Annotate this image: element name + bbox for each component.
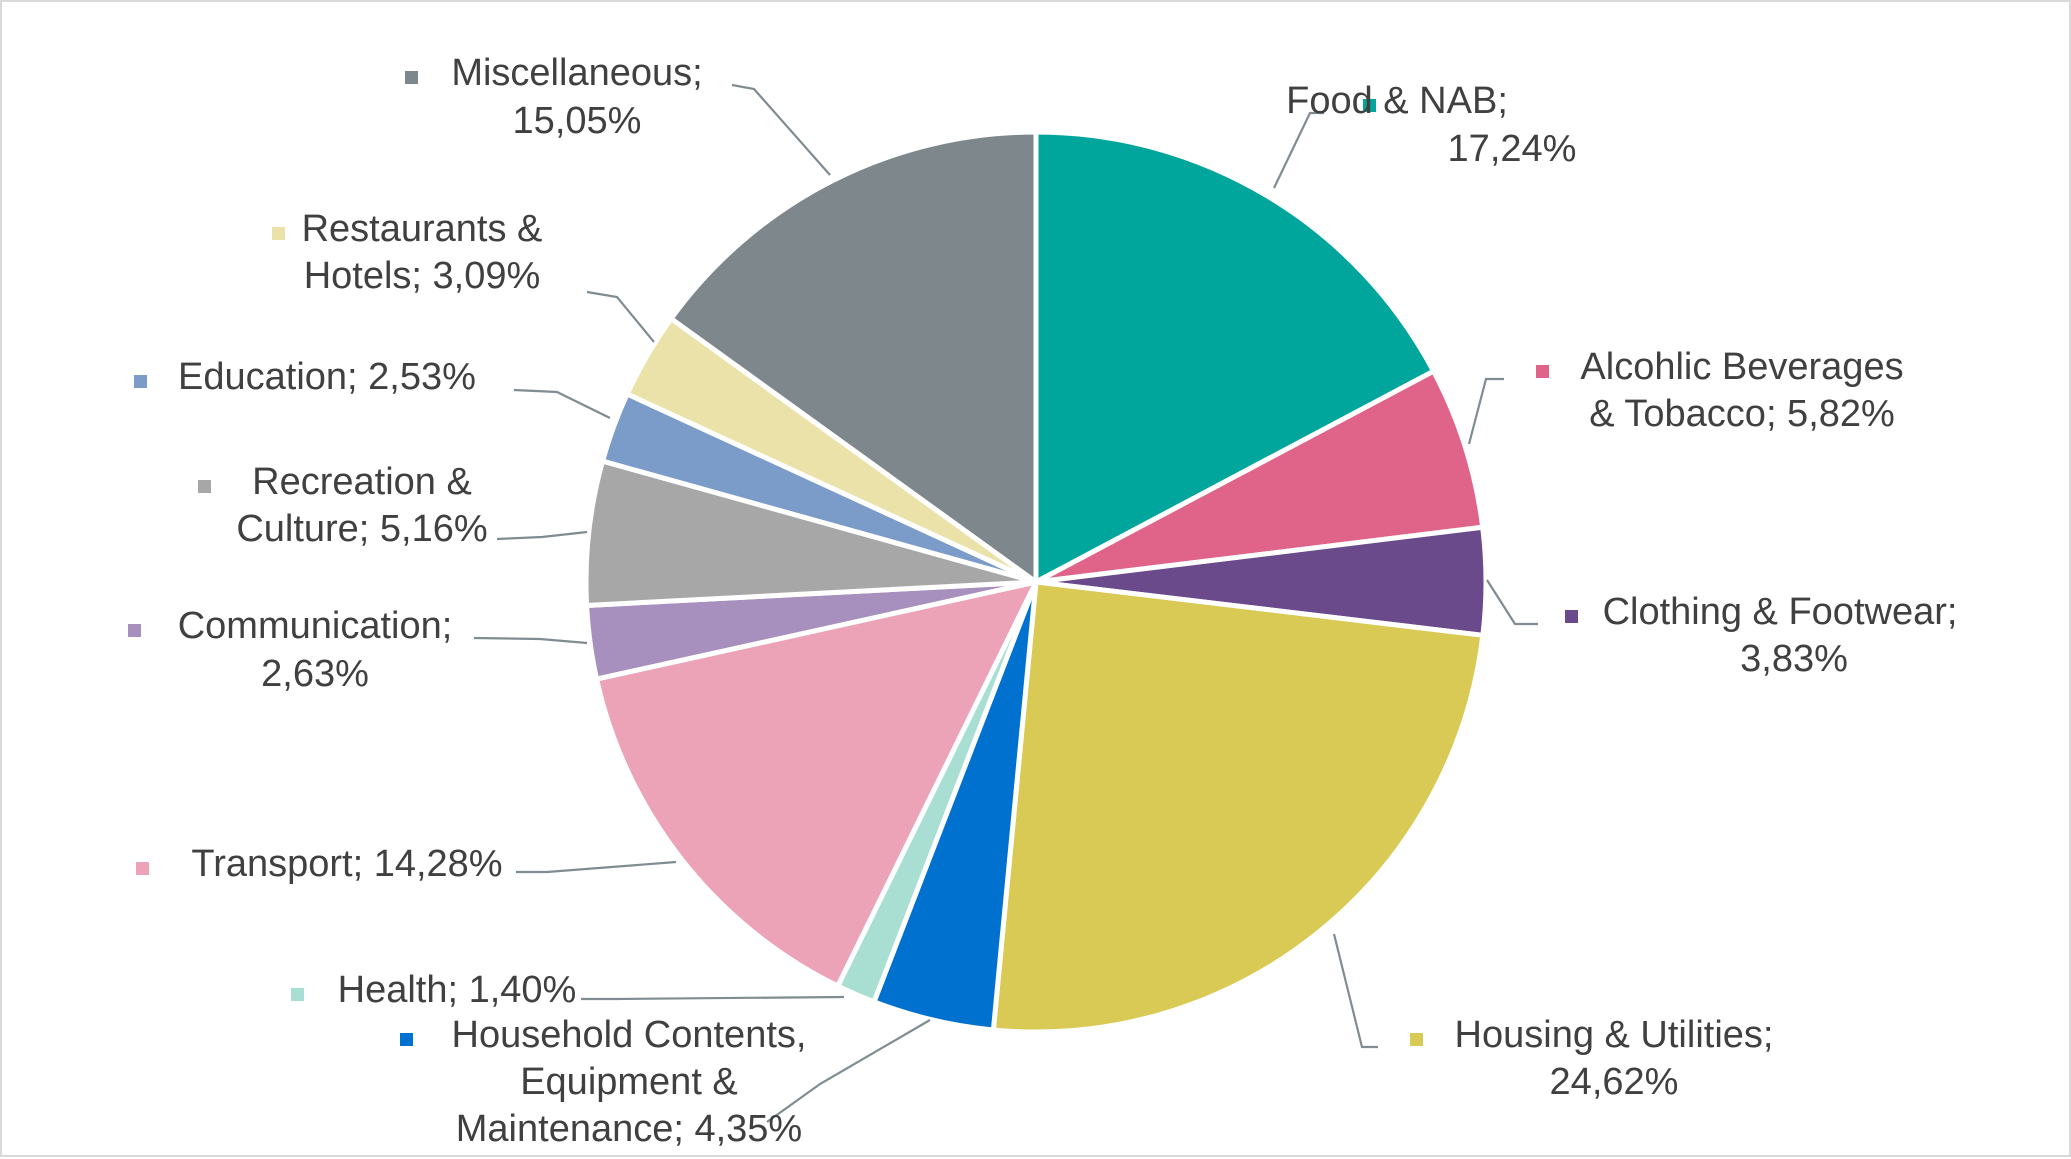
leader-line-clothing-and-footwear [1486, 579, 1538, 626]
data-label-food-and-nab-line-1: Food & NAB; [1286, 80, 1508, 122]
label-key-marker-health [291, 988, 304, 1001]
label-key-marker-miscellaneous [405, 71, 418, 84]
data-labels: Food & NAB; 17,24% Alcohlic Beverages & Tob… [128, 52, 1957, 1150]
data-label-housing-and-utilities-line-2: 24,62% [1550, 1061, 1679, 1103]
data-label-transport-line-1: Transport; 14,28% [191, 843, 502, 885]
leader-line-food-and-nab [1273, 111, 1324, 189]
leader-line-miscellaneous [731, 83, 831, 176]
label-key-marker-transport [136, 862, 149, 875]
leader-line-education [513, 388, 611, 419]
leader-line-communication [473, 636, 588, 645]
label-key-marker-education [134, 375, 147, 388]
data-label-housing-and-utilities-line-1: Housing & Utilities; [1455, 1014, 1774, 1056]
leader-line-health [581, 995, 845, 1001]
label-key-marker-recreation-and-culture [198, 480, 211, 493]
leader-line-alcohlic-beverages-and-tobacco [1467, 377, 1504, 445]
data-label-education-line-1: Education; 2,53% [178, 356, 476, 398]
data-label-restaurants-and-hotels-line-1: Restaurants & [302, 208, 543, 250]
data-label-restaurants-and-hotels-line-2: Hotels; 3,09% [304, 255, 541, 297]
data-label-household-contents-equipment-and-maintenance-line-1: Household Contents, [452, 1014, 807, 1056]
data-label-food-and-nab-line-2: 17,24% [1448, 128, 1577, 170]
data-label-clothing-and-footwear-line-1: Clothing & Footwear; [1603, 591, 1958, 633]
data-label-health-line-1: Health; 1,40% [338, 969, 577, 1011]
leader-line-household-contents-equipment-and-maintenance [766, 1019, 931, 1123]
label-key-marker-restaurants-and-hotels [272, 227, 285, 240]
label-key-marker-clothing-and-footwear [1565, 610, 1578, 623]
pie-slice-miscellaneous [668, 129, 1039, 585]
data-label-miscellaneous-line-2: 15,05% [513, 100, 642, 142]
pie-slices [583, 129, 1489, 1035]
pie-slice-food-and-nab [1033, 129, 1437, 585]
label-key-marker-food-and-nab [1363, 99, 1376, 112]
data-label-recreation-and-culture-line-1: Recreation & [252, 461, 472, 503]
data-label-alcohlic-beverages-and-tobacco-line-2: & Tobacco; 5,82% [1589, 393, 1895, 435]
data-label-clothing-and-footwear-line-2: 3,83% [1740, 638, 1848, 680]
leader-line-housing-and-utilities [1332, 933, 1378, 1049]
label-key-marker-communication [128, 624, 141, 637]
pie-slice-transport [594, 579, 1039, 989]
pie-slice-alcohlic-beverages-and-tobacco [1033, 368, 1486, 585]
data-label-communication-line-1: Communication; [178, 605, 453, 647]
leader-line-restaurants-and-hotels [586, 290, 655, 343]
data-label-miscellaneous-line-1: Miscellaneous; [451, 52, 702, 94]
data-label-communication-line-2: 2,63% [261, 653, 369, 695]
leader-lines [473, 83, 1538, 1123]
data-label-recreation-and-culture-line-2: Culture; 5,16% [236, 508, 487, 550]
data-label-alcohlic-beverages-and-tobacco-line-1: Alcohlic Beverages [1580, 346, 1903, 388]
label-key-marker-alcohlic-beverages-and-tobacco [1536, 365, 1549, 378]
leader-line-transport [516, 860, 677, 874]
pie-slice-recreation-and-culture [583, 458, 1039, 608]
data-label-household-contents-equipment-and-maintenance-line-2: Equipment & [520, 1061, 738, 1103]
label-key-marker-housing-and-utilities [1410, 1033, 1423, 1046]
data-label-household-contents-equipment-and-maintenance-line-3: Maintenance; 4,35% [456, 1108, 802, 1150]
pie-slice-housing-and-utilities [990, 579, 1486, 1035]
label-key-marker-household-contents-equipment-and-maintenance [400, 1033, 413, 1046]
leader-line-recreation-and-culture [496, 530, 588, 541]
